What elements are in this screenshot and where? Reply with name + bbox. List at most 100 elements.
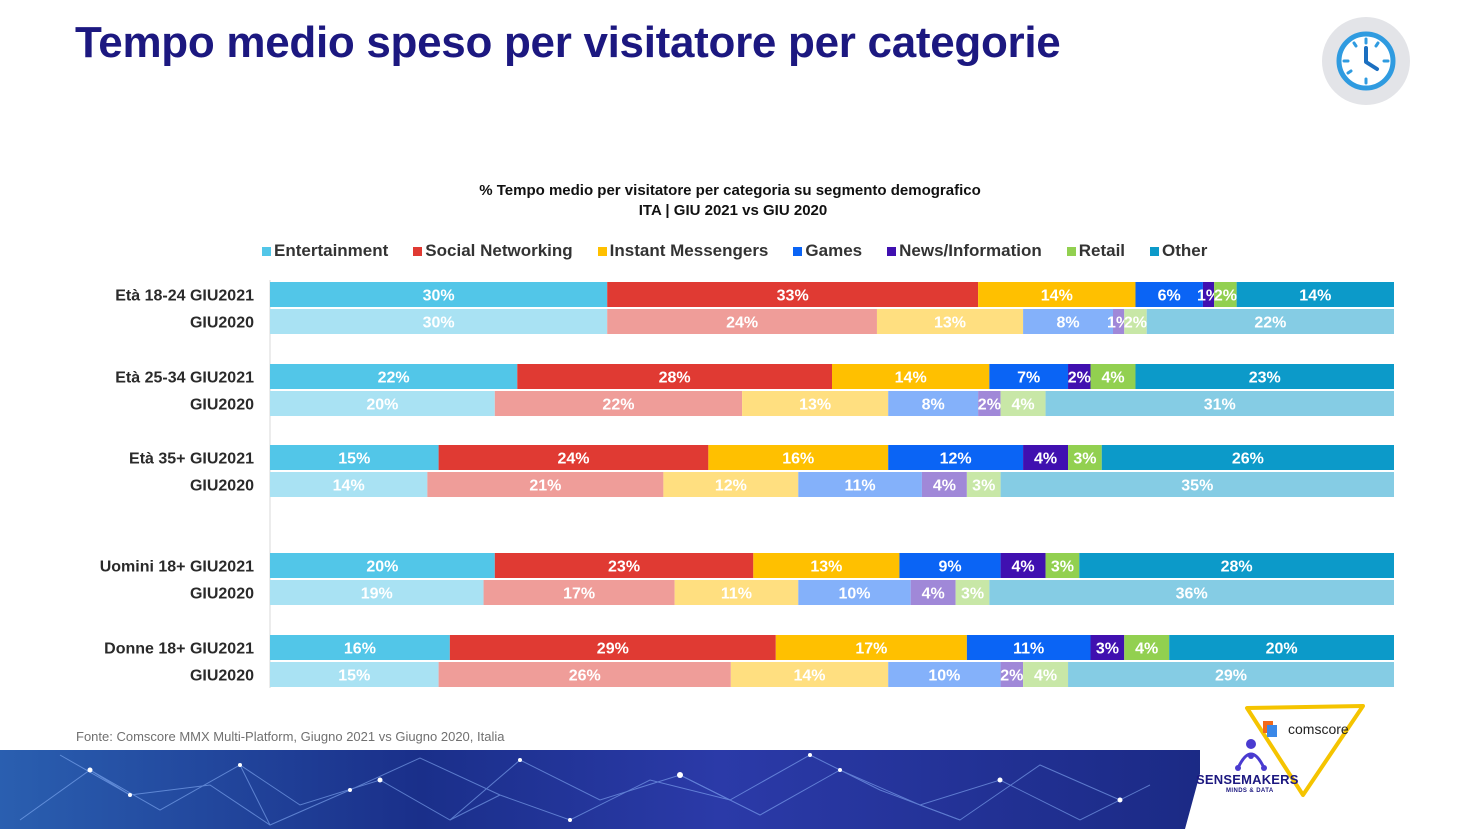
comscore-logo-text: comscore xyxy=(1288,721,1349,737)
data-label: 22% xyxy=(378,370,410,387)
data-label: 14% xyxy=(1299,288,1331,305)
bar-segment xyxy=(449,635,776,660)
data-label: 14% xyxy=(1041,288,1073,305)
data-label: 29% xyxy=(1215,668,1247,685)
data-label: 11% xyxy=(1013,641,1044,658)
legend-swatch xyxy=(793,246,803,256)
legend-swatch xyxy=(1150,246,1160,256)
sensemakers-tagline: MINDS & DATA xyxy=(1226,788,1274,794)
bar-segment xyxy=(989,364,1069,389)
sensemakers-logo-text: SENSEMAKERS xyxy=(1196,772,1299,787)
bar-segment xyxy=(1146,309,1394,334)
bar-segment xyxy=(1023,445,1069,470)
bar-segment xyxy=(1135,364,1394,389)
data-label: 23% xyxy=(1249,370,1281,387)
bar-segment xyxy=(955,580,990,605)
data-label: 4% xyxy=(1034,451,1057,468)
data-label: 24% xyxy=(726,315,758,332)
data-label: 29% xyxy=(597,641,629,658)
legend-label: Other xyxy=(1162,241,1208,260)
data-label: 24% xyxy=(557,451,589,468)
data-label: 31% xyxy=(1204,397,1236,414)
legend-item: Retail xyxy=(1066,241,1126,261)
bar-segment xyxy=(1068,445,1102,470)
bar-segment xyxy=(270,445,439,470)
data-label: 12% xyxy=(940,451,972,468)
data-label: 7% xyxy=(1017,370,1040,387)
data-label: 3% xyxy=(1051,559,1074,576)
bar-segment xyxy=(1023,309,1113,334)
clock-icon xyxy=(1322,17,1410,105)
legend-label: Entertainment xyxy=(274,241,389,260)
row-label: GIU2020 xyxy=(190,397,254,414)
bar-segment xyxy=(483,580,675,605)
bar-segment xyxy=(1000,553,1046,578)
data-label: 19% xyxy=(361,586,393,603)
bar-segment xyxy=(798,472,922,497)
bar-segment xyxy=(1068,364,1091,389)
bar-segment xyxy=(1135,282,1203,307)
legend-swatch xyxy=(887,246,897,256)
bar-segment xyxy=(1101,445,1394,470)
bar-segment xyxy=(1079,553,1394,578)
data-label: 6% xyxy=(1158,288,1181,305)
data-label: 30% xyxy=(423,315,455,332)
bar-segment xyxy=(1000,391,1046,416)
legend-swatch xyxy=(1066,246,1076,256)
bar-segment xyxy=(989,580,1394,605)
bar-segment xyxy=(753,553,900,578)
data-label: 2% xyxy=(1124,315,1147,332)
bar-segment xyxy=(832,364,990,389)
bar-segment xyxy=(888,662,1001,687)
row-label: GIU2020 xyxy=(190,315,254,332)
bar-segment xyxy=(438,445,709,470)
bar-segment xyxy=(607,282,979,307)
bar-segment xyxy=(1090,364,1136,389)
legend-label: Retail xyxy=(1078,241,1126,260)
bar-segment xyxy=(270,282,608,307)
network-background-image xyxy=(0,750,1200,829)
data-label: 26% xyxy=(569,668,601,685)
row-label: Età 25-34 GIU2021 xyxy=(115,370,254,387)
row-label: GIU2020 xyxy=(190,668,254,685)
bar-segment xyxy=(270,580,484,605)
data-label: 36% xyxy=(1176,586,1208,603)
data-label: 12% xyxy=(715,478,747,495)
bar-segment xyxy=(899,553,1001,578)
data-label: 30% xyxy=(423,288,455,305)
data-label: 17% xyxy=(855,641,887,658)
chart-subtitle: ITA | GIU 2021 vs GIU 2020 xyxy=(638,202,828,219)
data-label: 22% xyxy=(1254,315,1286,332)
data-label: 35% xyxy=(1181,478,1213,495)
data-label: 9% xyxy=(938,559,961,576)
row-label: GIU2020 xyxy=(190,586,254,603)
data-label: 4% xyxy=(1034,668,1057,685)
data-label: 14% xyxy=(794,668,826,685)
data-label: 17% xyxy=(563,586,595,603)
row-label: Età 35+ GIU2021 xyxy=(129,451,254,468)
bar-segment xyxy=(1023,662,1069,687)
data-label: 3% xyxy=(1096,641,1119,658)
data-label: 2% xyxy=(978,397,1001,414)
bar-segment xyxy=(730,662,889,687)
data-label: 14% xyxy=(895,370,927,387)
bar-segment xyxy=(775,635,967,660)
bar-segment xyxy=(1214,282,1237,307)
data-label: 8% xyxy=(922,397,945,414)
data-label: 16% xyxy=(344,641,376,658)
data-label: 4% xyxy=(1101,370,1124,387)
bar-segment xyxy=(607,309,877,334)
bar-segment xyxy=(1000,472,1394,497)
row-label: Uomini 18+ GIU2021 xyxy=(100,559,254,576)
bar-segment xyxy=(888,391,979,416)
bar-segment xyxy=(910,580,956,605)
data-label: 4% xyxy=(1135,641,1158,658)
data-label: 28% xyxy=(659,370,691,387)
data-label: 33% xyxy=(777,288,809,305)
legend-item: Other xyxy=(1150,241,1207,261)
data-label: 21% xyxy=(529,478,561,495)
data-label: 20% xyxy=(1266,641,1298,658)
bar-segment xyxy=(1169,635,1394,660)
bar-segment xyxy=(1124,635,1170,660)
